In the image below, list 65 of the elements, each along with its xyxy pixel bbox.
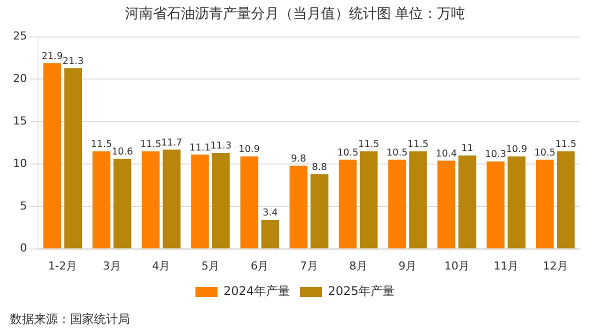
legend-label: 2025年产量: [328, 284, 395, 298]
bar: [536, 160, 554, 248]
bar: [191, 154, 209, 248]
chart-title: 河南省石油沥青产量分月（当月值）统计图 单位：万吨: [124, 6, 466, 22]
bar: [338, 160, 357, 248]
data-label: 11.1: [189, 142, 211, 154]
bar: [437, 160, 456, 248]
bar: [486, 161, 505, 248]
x-tick-label: 4月: [152, 259, 170, 272]
data-label: 11.5: [90, 139, 112, 150]
data-label: 11.7: [161, 137, 182, 148]
data-label: 10.5: [386, 147, 408, 158]
bar: [360, 151, 378, 248]
data-label: 11.5: [407, 139, 429, 150]
bar: [212, 152, 230, 248]
data-label: 11.3: [210, 140, 232, 152]
source-note: 数据来源：国家统计局: [10, 312, 130, 326]
y-tick-label: 15: [12, 114, 27, 128]
data-label: 11.5: [358, 139, 380, 150]
bar: [409, 151, 427, 248]
data-label: 10.9: [238, 144, 260, 156]
bar: [142, 151, 160, 248]
data-label: 10.9: [506, 144, 528, 156]
x-tick-label: 12月: [542, 259, 568, 272]
bar: [43, 63, 62, 248]
bar: [388, 160, 406, 248]
x-tick-label: 10月: [444, 259, 470, 272]
x-tick-label: 1-2月: [48, 259, 78, 272]
y-tick-label: 25: [12, 30, 27, 43]
bar: [290, 166, 308, 248]
data-label: 10.5: [337, 147, 358, 158]
bar: [113, 158, 132, 248]
data-label: 10.5: [534, 147, 556, 158]
bar: [458, 156, 476, 248]
bar: [64, 68, 82, 248]
bar: [556, 151, 575, 248]
data-label: 11.5: [140, 139, 162, 150]
bar: [261, 220, 280, 248]
y-tick-label: 10: [12, 156, 27, 170]
data-label: 8.8: [312, 162, 328, 173]
data-label: 10.6: [112, 146, 133, 158]
legend-label: 2024年产量: [223, 284, 290, 298]
x-tick-label: 11月: [494, 259, 519, 272]
x-tick-label: 5月: [201, 259, 220, 272]
y-tick-label: 20: [12, 72, 27, 86]
data-label: 9.8: [290, 153, 306, 164]
x-tick-label: 6月: [250, 259, 269, 272]
bar: [508, 156, 526, 248]
bar: [92, 151, 110, 248]
bar: [240, 156, 258, 248]
y-tick-label: 5: [20, 199, 27, 212]
data-label: 11.5: [555, 139, 576, 150]
bar: [310, 174, 328, 248]
y-tick-label: 0: [20, 242, 27, 255]
data-label: 21.9: [42, 50, 63, 62]
bar: [162, 150, 181, 248]
x-tick-label: 3月: [102, 259, 121, 272]
data-label: 11: [461, 143, 474, 154]
x-tick-label: 8月: [349, 259, 368, 272]
data-label: 21.3: [62, 56, 84, 67]
x-tick-label: 9月: [398, 259, 417, 272]
data-label: 3.4: [262, 208, 278, 219]
x-tick-label: 7月: [300, 259, 318, 272]
data-label: 10.4: [436, 148, 457, 160]
data-label: 10.3: [485, 149, 506, 160]
